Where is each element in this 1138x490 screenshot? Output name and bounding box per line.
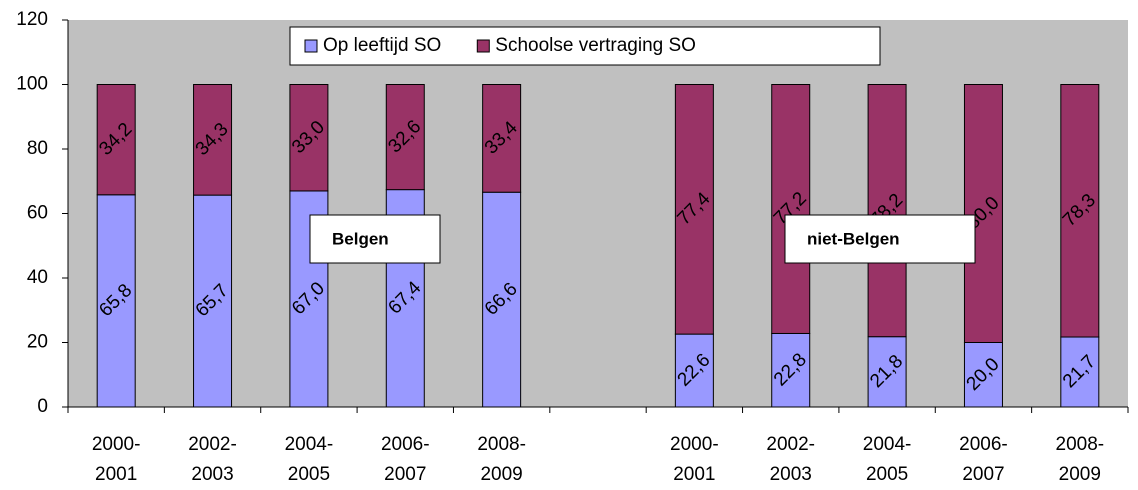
bar-segment (482, 84, 522, 193)
x-tick-label: 2006- 2007 (959, 434, 1008, 485)
bar-segment (482, 191, 522, 408)
bar-segment (289, 84, 329, 192)
bar-segment (193, 84, 233, 196)
bar-segment (674, 84, 714, 335)
x-tick-label: 2006- 2007 (380, 434, 430, 485)
x-tick-label: 2008- 2009 (477, 434, 526, 485)
bar-segment (867, 84, 907, 338)
legend-box (289, 26, 881, 66)
legend-swatch (476, 39, 490, 53)
y-tick-label: 120 (16, 9, 48, 30)
x-tick-label: 2004- 2005 (284, 434, 334, 485)
y-tick-label: 0 (37, 396, 48, 417)
bar-segment (1060, 84, 1100, 338)
x-tick-label: 2008- 2009 (1055, 434, 1105, 485)
x-tick-label: 2000- 2001 (670, 434, 719, 485)
plot-area (68, 20, 1128, 407)
bar-segment (867, 336, 907, 408)
y-tick-label: 60 (27, 203, 48, 224)
annotation-box (784, 214, 976, 264)
x-tick-label: 2002- 2003 (188, 434, 237, 485)
bar-segment (96, 194, 136, 408)
annotation-box (309, 214, 441, 264)
bar-segment (771, 332, 811, 408)
x-tick-label: 2004- 2005 (862, 434, 912, 485)
y-tick-label: 40 (27, 267, 48, 288)
y-tick-label: 100 (16, 74, 48, 95)
y-tick-label: 20 (27, 332, 48, 353)
legend-label: Op leeftijd SO (323, 35, 441, 56)
bar-segment (96, 84, 136, 196)
bar-segment (674, 333, 714, 408)
annotation: Belgen (332, 229, 389, 248)
bar-segment (963, 84, 1003, 343)
x-tick-label: 2000- 2001 (91, 434, 141, 485)
legend-swatch (304, 39, 318, 53)
x-tick-label: 2002- 2003 (766, 434, 816, 485)
legend-label: Schoolse vertraging SO (495, 35, 696, 56)
bar-segment (193, 194, 233, 408)
y-tick-label: 80 (27, 138, 48, 159)
annotation: niet-Belgen (807, 229, 900, 248)
bar-segment (385, 84, 425, 191)
bar-segment (771, 84, 811, 334)
